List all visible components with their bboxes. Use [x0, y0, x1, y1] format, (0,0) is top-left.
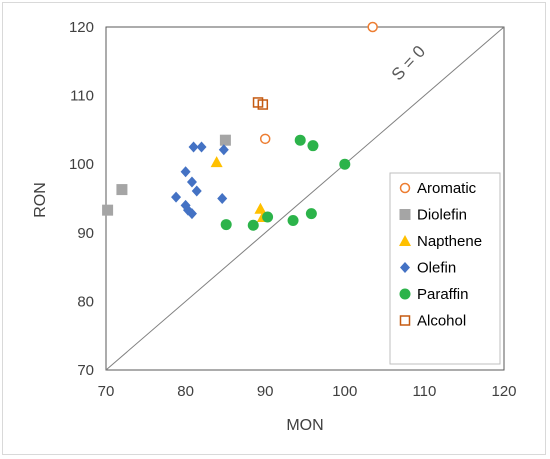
legend-marker-paraffin — [399, 288, 411, 300]
data-point-olefin — [180, 166, 191, 178]
data-point-paraffin — [262, 211, 274, 223]
data-point-diolefin — [102, 204, 114, 216]
x-tick-label: 90 — [257, 383, 274, 400]
legend-marker-napthene — [399, 235, 411, 246]
plot-area — [105, 26, 505, 371]
data-point-olefin — [191, 185, 202, 197]
data-point-paraffin — [339, 158, 351, 170]
data-points — [102, 21, 378, 231]
legend-label-napthene: Napthene — [417, 233, 482, 250]
legend-marker-olefin — [400, 262, 410, 273]
plot-border — [105, 26, 505, 371]
legend-marker-alcohol — [399, 315, 411, 326]
x-tick-label: 110 — [412, 383, 436, 400]
data-point-napthene — [210, 156, 223, 168]
data-point-olefin — [188, 141, 199, 153]
legend-marker-diolefin — [399, 209, 411, 220]
data-point-olefin — [186, 208, 197, 220]
x-axis-title: MON — [286, 417, 323, 434]
y-tick-label: 90 — [77, 225, 94, 242]
data-point-paraffin — [294, 134, 306, 146]
x-tick-label: 100 — [332, 383, 357, 400]
legend-label-diolefin: Diolefin — [417, 207, 467, 224]
x-tick-label: 80 — [177, 383, 194, 400]
y-tick-label: 100 — [69, 156, 94, 173]
legend-label-paraffin: Paraffin — [417, 286, 468, 303]
y-axis-title: RON — [32, 182, 49, 218]
y-tick-label: 70 — [77, 362, 94, 379]
y-tick-label: 120 — [69, 19, 94, 36]
data-point-olefin — [186, 176, 197, 188]
data-point-paraffin — [220, 219, 232, 231]
data-point-aromatic — [367, 21, 378, 33]
y-tick-label: 80 — [77, 293, 94, 310]
data-point-paraffin — [305, 208, 317, 220]
data-point-alcohol — [257, 99, 269, 110]
legend-marker-aromatic — [399, 182, 411, 194]
data-point-diolefin — [116, 184, 128, 196]
y-tick-label: 110 — [70, 88, 94, 105]
x-axis-ticks: 70 80 90 100 110 120 — [98, 383, 517, 400]
reference-line-s0 — [105, 26, 505, 371]
data-point-olefin — [217, 193, 228, 204]
legend-label-aromatic: Aromatic — [417, 180, 477, 197]
s-zero-annotation: S = 0 — [388, 42, 429, 84]
data-point-paraffin — [287, 214, 299, 226]
y-axis-ticks: 70 80 90 100 110 120 — [69, 19, 94, 379]
x-tick-label: 120 — [491, 383, 516, 400]
data-point-paraffin — [307, 140, 319, 152]
data-point-aromatic — [259, 133, 271, 145]
data-point-olefin — [218, 144, 229, 156]
legend-label-olefin: Olefin — [417, 260, 456, 277]
x-tick-label: 70 — [98, 383, 115, 400]
data-point-napthene — [254, 202, 267, 214]
legend: Aromatic Diolefin Napthene Olefin Paraffin Al… — [389, 172, 501, 365]
data-point-diolefin — [219, 134, 231, 146]
legend-label-alcohol: Alcohol — [417, 313, 466, 330]
data-point-paraffin — [247, 219, 259, 231]
data-point-olefin — [171, 191, 182, 203]
data-point-olefin — [196, 141, 207, 153]
